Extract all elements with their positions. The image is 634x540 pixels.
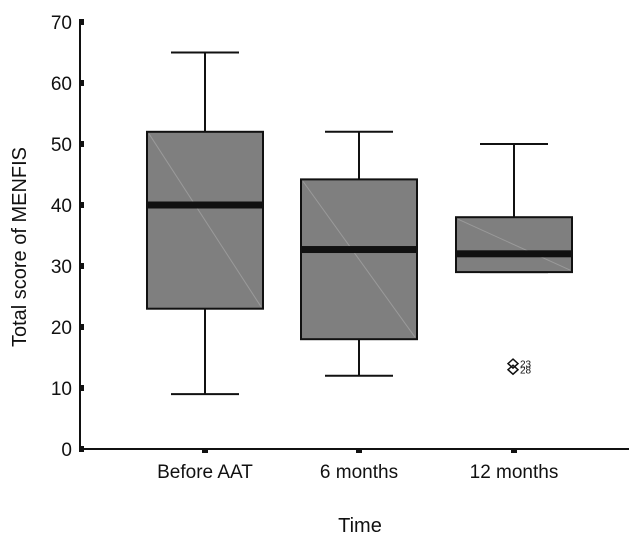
y-tick-label: 40 (51, 196, 72, 217)
outlier-label: 28 (520, 366, 532, 377)
y-tick-mark (79, 385, 84, 391)
y-tick-label: 10 (51, 379, 72, 400)
y-tick-label: 0 (61, 440, 72, 461)
box-diagonal (457, 218, 571, 271)
y-axis-title: Total score of MENFIS (9, 147, 31, 347)
outlier-point (506, 358, 520, 370)
y-tick-mark (79, 141, 84, 147)
x-axis-title: Time (338, 515, 382, 537)
y-tick-mark (79, 19, 84, 25)
y-axis: 0 10 20 30 40 50 60 70 (51, 13, 84, 461)
outlier-label: 23 (520, 360, 532, 371)
x-tick-mark (202, 448, 208, 453)
outlier-point (506, 364, 520, 376)
x-tick-mark (511, 448, 517, 453)
y-tick-mark (79, 324, 84, 330)
y-tick-label: 50 (51, 135, 72, 156)
y-tick-label: 70 (51, 13, 72, 34)
y-tick-mark (79, 263, 84, 269)
y-tick-label: 60 (51, 74, 72, 95)
y-tick-mark (79, 202, 84, 208)
x-tick-label: Before AAT (157, 462, 253, 483)
x-tick-mark (356, 448, 362, 453)
x-tick-label: 12 months (470, 462, 559, 483)
y-tick-label: 30 (51, 257, 72, 278)
box-2 (300, 130, 418, 377)
y-tick-label: 20 (51, 318, 72, 339)
box-diagonal (302, 181, 416, 338)
x-tick-label: 6 months (320, 462, 398, 483)
median-line (147, 201, 263, 209)
y-tick-mark (79, 80, 84, 86)
box-diagonal (148, 133, 262, 307)
median-line (301, 246, 417, 254)
box-1 (146, 51, 264, 396)
median-line (456, 250, 572, 258)
x-axis: Before AAT 6 months 12 months (80, 448, 629, 483)
